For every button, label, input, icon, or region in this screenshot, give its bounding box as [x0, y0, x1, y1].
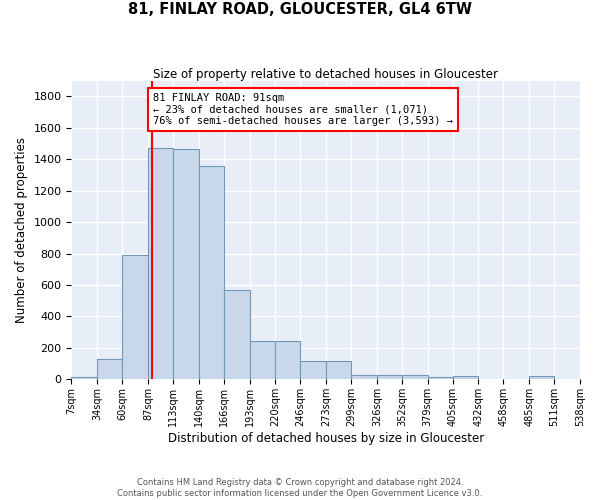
Bar — [326, 362, 351, 380]
X-axis label: Distribution of detached houses by size in Gloucester: Distribution of detached houses by size … — [167, 432, 484, 445]
Bar — [351, 374, 377, 380]
Bar — [122, 255, 148, 380]
Bar — [428, 377, 452, 380]
Bar — [402, 376, 428, 380]
Bar — [529, 376, 554, 380]
Bar — [199, 166, 224, 380]
Text: 81 FINLAY ROAD: 91sqm
← 23% of detached houses are smaller (1,071)
76% of semi-d: 81 FINLAY ROAD: 91sqm ← 23% of detached … — [153, 93, 453, 126]
Bar — [148, 148, 173, 380]
Bar — [71, 377, 97, 380]
Text: 81, FINLAY ROAD, GLOUCESTER, GL4 6TW: 81, FINLAY ROAD, GLOUCESTER, GL4 6TW — [128, 2, 472, 18]
Y-axis label: Number of detached properties: Number of detached properties — [15, 137, 28, 323]
Bar — [224, 290, 250, 380]
Bar — [250, 341, 275, 380]
Text: Contains HM Land Registry data © Crown copyright and database right 2024.
Contai: Contains HM Land Registry data © Crown c… — [118, 478, 482, 498]
Title: Size of property relative to detached houses in Gloucester: Size of property relative to detached ho… — [153, 68, 498, 80]
Bar — [275, 341, 301, 380]
Bar — [97, 359, 122, 380]
Bar — [301, 362, 326, 380]
Bar — [377, 375, 402, 380]
Bar — [452, 376, 478, 380]
Bar — [173, 149, 199, 380]
